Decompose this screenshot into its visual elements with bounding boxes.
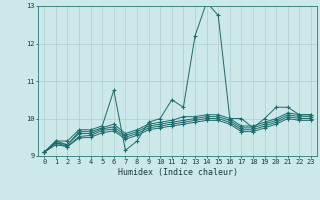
X-axis label: Humidex (Indice chaleur): Humidex (Indice chaleur) (118, 168, 238, 177)
